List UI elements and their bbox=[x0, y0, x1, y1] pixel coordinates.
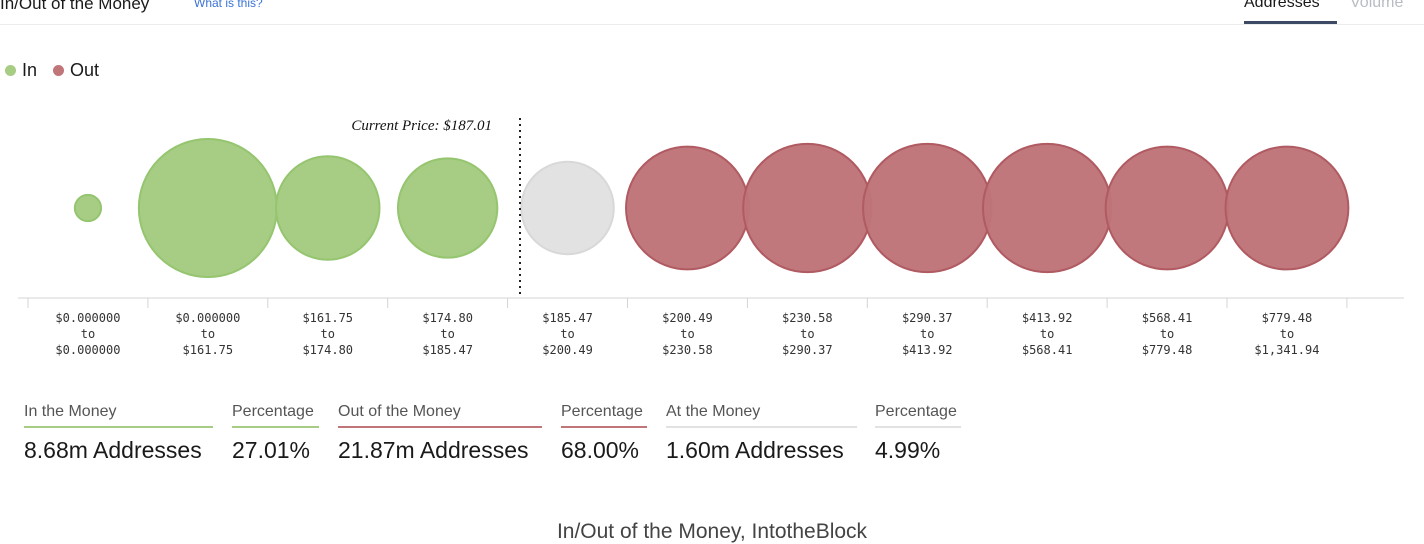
x-tick-label-from: $230.58 bbox=[782, 311, 833, 325]
stat-in-percentage-label: Percentage bbox=[232, 403, 319, 428]
x-tick-label-separator: to bbox=[560, 327, 574, 341]
x-tick-label-from: $779.48 bbox=[1262, 311, 1313, 325]
chart-title: In/Out of the Money bbox=[0, 0, 150, 13]
bubble-out-5[interactable] bbox=[625, 145, 750, 271]
stat-in-percentage: Percentage 27.01% bbox=[232, 403, 319, 464]
tab-volume[interactable]: Volume bbox=[1350, 0, 1404, 11]
bubble-out-9[interactable] bbox=[1104, 145, 1230, 271]
x-tick-label-to: $1,341.94 bbox=[1254, 343, 1319, 357]
bubble-out-8[interactable] bbox=[981, 142, 1113, 274]
x-tick-label-to: $779.48 bbox=[1142, 343, 1193, 357]
x-tick-label-to: $185.47 bbox=[422, 343, 473, 357]
bubble-in-1[interactable] bbox=[137, 138, 278, 278]
stat-out-percentage: Percentage 68.00% bbox=[561, 403, 647, 464]
bubble-at-4[interactable] bbox=[520, 160, 615, 256]
stat-at-percentage-label: Percentage bbox=[875, 403, 961, 428]
legend-out-dot-icon bbox=[53, 65, 65, 76]
bubble-in-3[interactable] bbox=[396, 157, 499, 259]
bubble-out-10[interactable] bbox=[1224, 145, 1350, 271]
x-tick-label-to: $0.000000 bbox=[55, 343, 120, 357]
x-tick-label-to: $568.41 bbox=[1022, 343, 1073, 357]
x-tick-label-separator: to bbox=[800, 327, 814, 341]
bubble-out-6[interactable] bbox=[742, 142, 873, 274]
x-tick-label-separator: to bbox=[440, 327, 454, 341]
figure-caption: In/Out of the Money, IntotheBlock bbox=[556, 520, 868, 543]
x-tick-label-to: $161.75 bbox=[183, 343, 234, 357]
stat-in-money-value: 8.68m Addresses bbox=[24, 437, 202, 463]
x-tick-label-from: $290.37 bbox=[902, 311, 953, 325]
x-tick-label-to: $413.92 bbox=[902, 343, 953, 357]
x-tick-label-from: $568.41 bbox=[1142, 311, 1193, 325]
active-tab-indicator bbox=[1244, 21, 1337, 24]
x-tick-label-separator: to bbox=[1040, 327, 1054, 341]
legend-out-label: Out bbox=[70, 60, 100, 80]
stat-at-money: At the Money 1.60m Addresses bbox=[666, 403, 857, 464]
x-tick-label-separator: to bbox=[81, 327, 95, 341]
stat-in-money-label: In the Money bbox=[24, 403, 213, 428]
x-tick-label-to: $174.80 bbox=[302, 343, 353, 357]
stat-at-percentage-value: 4.99% bbox=[875, 437, 941, 463]
stat-in-percentage-value: 27.01% bbox=[232, 437, 311, 463]
tick-layer: $0.000000 to $0.000000 $0.000000 to $161.75 $1… bbox=[27, 298, 1348, 357]
stat-at-money-label: At the Money bbox=[666, 403, 857, 428]
x-tick-label-from: $0.000000 bbox=[175, 311, 240, 325]
bubble-in-0[interactable] bbox=[73, 193, 103, 223]
x-tick-label-from: $413.92 bbox=[1022, 311, 1073, 325]
x-tick-label-from: $174.80 bbox=[422, 311, 473, 325]
x-tick-label-to: $290.37 bbox=[782, 343, 833, 357]
bubble-layer bbox=[73, 138, 1350, 278]
bubble-in-2[interactable] bbox=[275, 155, 381, 261]
stat-at-percentage: Percentage 4.99% bbox=[875, 403, 961, 464]
what-is-this-link[interactable]: What is this? bbox=[194, 0, 263, 10]
stat-out-money: Out of the Money 21.87m Addresses bbox=[338, 403, 542, 464]
x-tick-label-from: $185.47 bbox=[542, 311, 593, 325]
header-divider bbox=[0, 24, 1424, 25]
x-tick-label-separator: to bbox=[1280, 327, 1294, 341]
stat-at-money-value: 1.60m Addresses bbox=[666, 437, 844, 463]
legend-in-label: In bbox=[22, 60, 38, 80]
stat-out-money-value: 21.87m Addresses bbox=[338, 437, 529, 463]
x-tick-label-from: $161.75 bbox=[302, 311, 353, 325]
stat-out-percentage-label: Percentage bbox=[561, 403, 647, 428]
x-tick-label-to: $230.58 bbox=[662, 343, 713, 357]
x-tick-label-separator: to bbox=[201, 327, 215, 341]
tab-addresses[interactable]: Addresses bbox=[1244, 0, 1320, 11]
x-tick-label-from: $200.49 bbox=[662, 311, 713, 325]
x-tick-label-separator: to bbox=[920, 327, 934, 341]
legend-item-out[interactable]: Out bbox=[53, 60, 99, 81]
x-tick-label-separator: to bbox=[680, 327, 694, 341]
bubble-out-7[interactable] bbox=[862, 142, 993, 274]
stat-in-money: In the Money 8.68m Addresses bbox=[24, 403, 213, 464]
x-tick-label-from: $0.000000 bbox=[55, 311, 120, 325]
x-tick-label-to: $200.49 bbox=[542, 343, 593, 357]
x-tick-label-separator: to bbox=[1160, 327, 1174, 341]
legend-in-dot-icon bbox=[5, 65, 16, 76]
legend: In Out bbox=[5, 60, 107, 81]
stat-out-money-label: Out of the Money bbox=[338, 403, 542, 428]
x-tick-label-separator: to bbox=[321, 327, 335, 341]
stat-out-percentage-value: 68.00% bbox=[561, 437, 640, 463]
bubble-chart: $0.000000 to $0.000000 $0.000000 to $161.75 $1… bbox=[18, 118, 1404, 357]
legend-item-in[interactable]: In bbox=[5, 60, 37, 81]
current-price-label: Current Price: $187.01 bbox=[351, 118, 492, 134]
